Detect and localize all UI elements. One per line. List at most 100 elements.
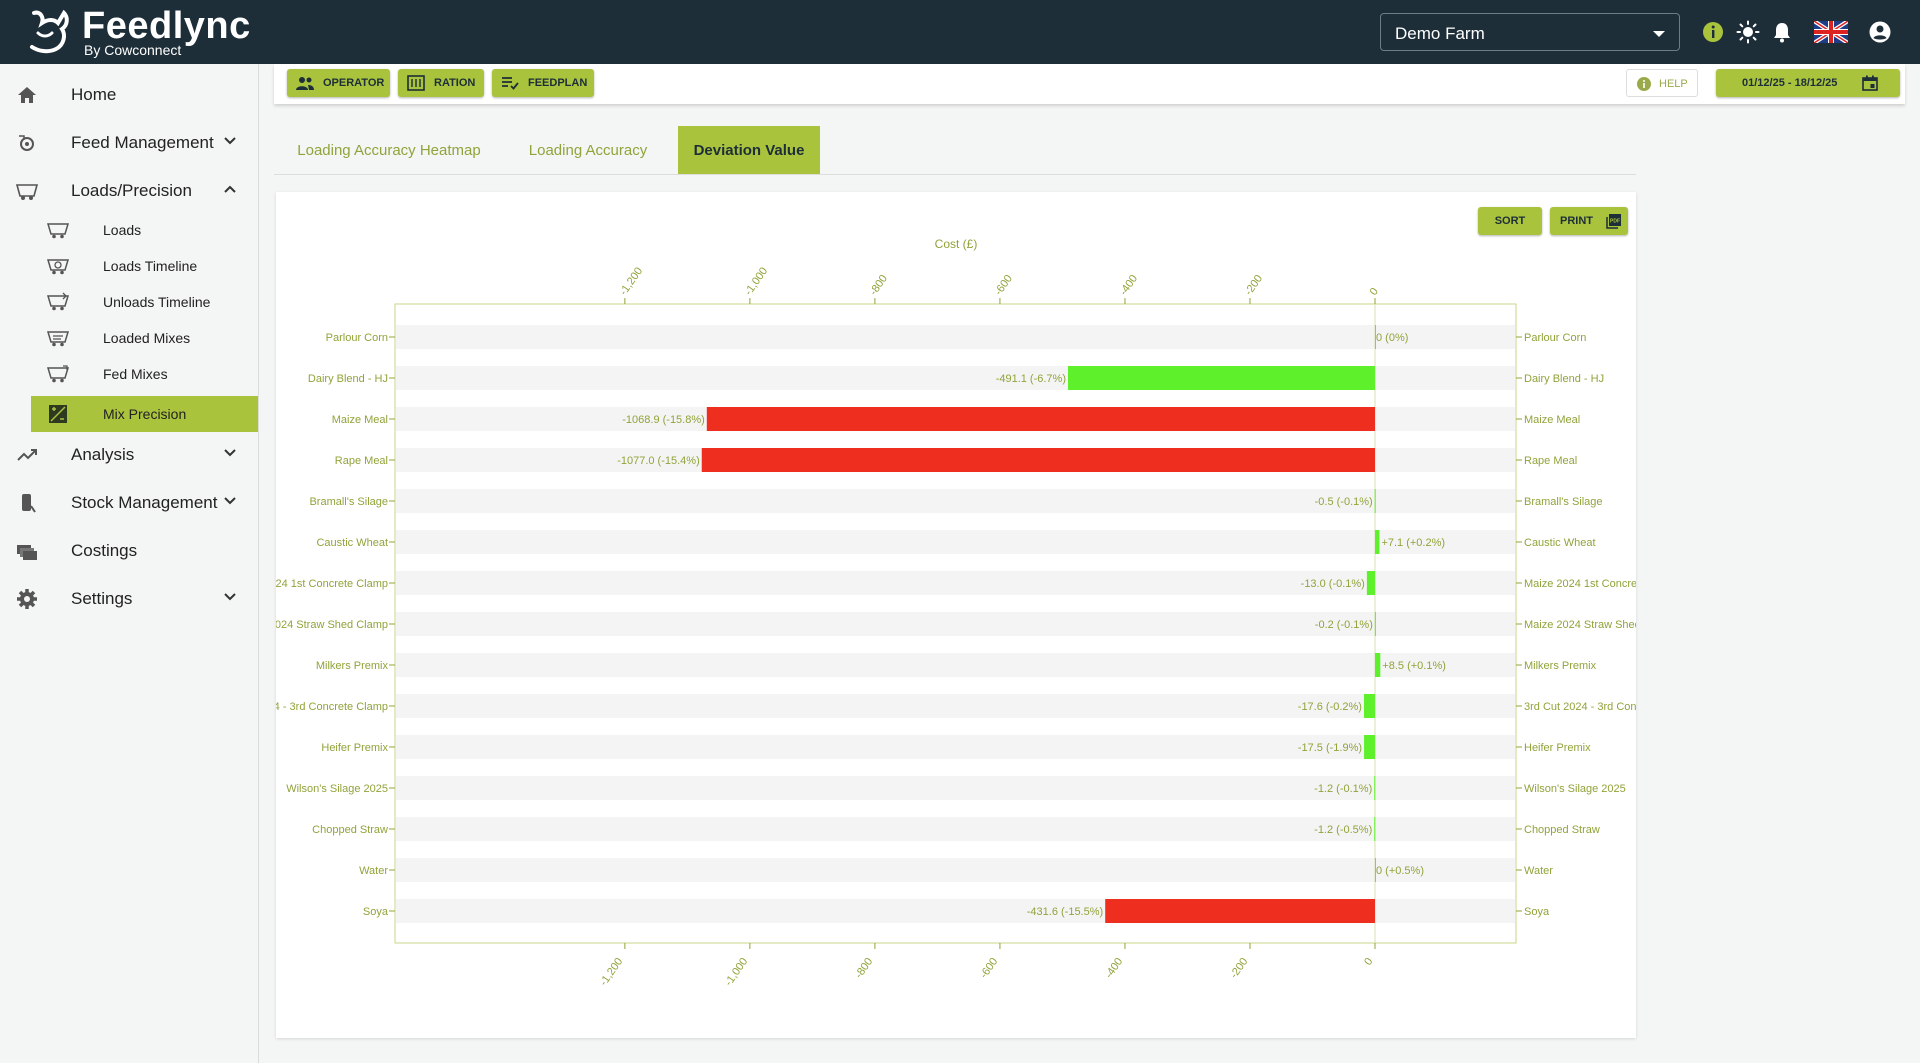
tab-loading-accuracy[interactable]: Loading Accuracy	[528, 141, 648, 159]
sidebar-subitem-label: Unloads Timeline	[103, 294, 211, 310]
tab-deviation-value[interactable]: Deviation Value	[678, 126, 820, 174]
category-label-left: Soya	[363, 906, 389, 918]
wagon-icon	[47, 223, 69, 239]
bar	[1375, 653, 1381, 677]
feedplan-button[interactable]: FEEDPLAN	[492, 69, 594, 97]
sidebar-item-analysis[interactable]: Analysis	[0, 432, 258, 476]
row-band	[396, 858, 1515, 882]
operator-button[interactable]: OPERATOR	[287, 69, 390, 97]
print-button[interactable]: PRINT PDF	[1550, 207, 1628, 235]
ration-button[interactable]: RATION	[398, 69, 484, 97]
category-label-left: 3rd Cut 2024 - 3rd Concrete Clamp	[276, 701, 388, 713]
top-bar: Feedlync By Cowconnect Demo Farm	[0, 0, 1920, 64]
category-label-right: 3rd Cut 2024 - 3rd Concrete Clamp	[1524, 701, 1636, 713]
chevron-down-icon	[224, 593, 236, 601]
trending-up-icon	[17, 449, 37, 461]
sort-button[interactable]: SORT	[1478, 207, 1542, 235]
calendar-icon	[1862, 75, 1878, 91]
sidebar-item-feed-management[interactable]: Feed Management	[0, 120, 258, 164]
category-label-left: Heifer Premix	[321, 742, 388, 754]
row-band	[396, 653, 1515, 677]
farm-select-value: Demo Farm	[1395, 24, 1485, 43]
data-label: -431.6 (-15.5%)	[1027, 906, 1103, 918]
sidebar-subitem-mix-precision[interactable]: Mix Precision	[31, 396, 258, 432]
sidebar-item-settings[interactable]: Settings	[0, 576, 258, 620]
sidebar-item-label: Settings	[71, 589, 133, 608]
date-range-button[interactable]: 01/12/25 - 18/12/25	[1716, 69, 1900, 97]
x-tick-label-bottom: 0	[1362, 956, 1375, 968]
row-band	[396, 735, 1515, 759]
chevron-down-icon	[1653, 31, 1665, 37]
data-label: -1.2 (-0.1%)	[1314, 783, 1372, 795]
gear-feed-icon	[19, 135, 34, 151]
category-label-right: Dairy Blend - HJ	[1524, 373, 1604, 385]
wagon-icon	[16, 184, 38, 200]
wagon-fed-icon	[47, 365, 69, 383]
category-label-left: Bramall's Silage	[309, 496, 388, 508]
sidebar-subitem-loads-timeline[interactable]: Loads Timeline	[31, 248, 258, 284]
category-label-right: Milkers Premix	[1524, 660, 1597, 672]
help-button[interactable]: HELP	[1626, 69, 1698, 97]
uk-flag-icon[interactable]	[1814, 21, 1848, 43]
account-icon[interactable]	[1868, 20, 1892, 44]
view-tabs: Loading Accuracy Heatmap Loading Accurac…	[274, 126, 1636, 175]
row-band	[396, 489, 1515, 513]
category-label-right: Bramall's Silage	[1524, 496, 1603, 508]
sidebar-item-label: Home	[71, 85, 117, 104]
bar	[1374, 817, 1376, 841]
data-label: +7.1 (+0.2%)	[1381, 537, 1445, 549]
row-band	[396, 694, 1515, 718]
gear-icon	[17, 589, 37, 609]
sidebar-item-stock-management[interactable]: Stock Management	[0, 480, 258, 524]
category-label-left: Water	[359, 865, 388, 877]
ration-icon	[407, 75, 425, 91]
x-tick-label-top: -1,200	[617, 265, 645, 297]
data-label: -17.6 (-0.2%)	[1298, 701, 1362, 713]
row-band	[396, 776, 1515, 800]
category-label-left: Maize 2024 1st Concrete Clamp	[276, 578, 388, 590]
category-label-left: Milkers Premix	[316, 660, 389, 672]
sidebar-item-label: Stock Management	[71, 493, 218, 512]
row-band	[396, 571, 1515, 595]
bar	[1374, 612, 1376, 636]
x-tick-label-bottom: -1,200	[598, 956, 626, 988]
chevron-down-icon	[224, 137, 236, 145]
chart-card: SORT PRINT PDF Cost (£) Parlour Corn Parlo…	[276, 192, 1636, 1038]
data-label: +8.5 (+0.1%)	[1382, 660, 1446, 672]
sidebar-subitem-loads[interactable]: Loads	[31, 212, 258, 248]
x-tick-label-top: -200	[1243, 273, 1265, 298]
bar	[1375, 530, 1380, 554]
bell-icon[interactable]	[1770, 20, 1794, 44]
x-tick-label-top: -600	[993, 273, 1015, 298]
data-label: -1.2 (-0.5%)	[1314, 824, 1372, 836]
sidebar-subitem-fed-mixes[interactable]: Fed Mixes	[31, 356, 258, 392]
info-icon	[1637, 77, 1651, 91]
bar	[1363, 694, 1375, 718]
sidebar-item-loads-precision[interactable]: Loads/Precision	[0, 168, 258, 212]
category-label-right: Caustic Wheat	[1524, 537, 1596, 549]
category-label-right: Water	[1524, 865, 1553, 877]
sidebar-item-costings[interactable]: Costings	[0, 528, 258, 572]
category-label-right: Maize 2024 Straw Shed Clamp	[1524, 619, 1636, 631]
sidebar-item-label: Costings	[71, 541, 138, 560]
bar	[1374, 776, 1376, 800]
chevron-down-icon	[224, 449, 236, 457]
sidebar-subitem-unloads-timeline[interactable]: Unloads Timeline	[31, 284, 258, 320]
x-tick-label-bottom: -200	[1228, 956, 1250, 981]
info-icon[interactable]	[1701, 20, 1725, 44]
tab-loading-accuracy-heatmap[interactable]: Loading Accuracy Heatmap	[297, 141, 481, 159]
farm-select[interactable]: Demo Farm	[1380, 13, 1680, 51]
sidebar-item-home[interactable]: Home	[0, 72, 258, 116]
app-name: Feedlync	[82, 5, 251, 47]
bar	[1375, 325, 1376, 349]
data-label: 0 (+0.5%)	[1376, 865, 1424, 877]
bar	[1068, 366, 1375, 390]
silo-icon	[22, 494, 36, 513]
chevron-down-icon	[224, 497, 236, 505]
app-logo[interactable]: Feedlync By Cowconnect	[28, 6, 251, 58]
data-label: -0.5 (-0.1%)	[1315, 496, 1373, 508]
brightness-icon[interactable]	[1736, 20, 1760, 44]
wagon-unload-icon	[47, 292, 69, 311]
sidebar-subitem-loaded-mixes[interactable]: Loaded Mixes	[31, 320, 258, 356]
sidebar-subitem-label: Loads	[103, 222, 142, 238]
